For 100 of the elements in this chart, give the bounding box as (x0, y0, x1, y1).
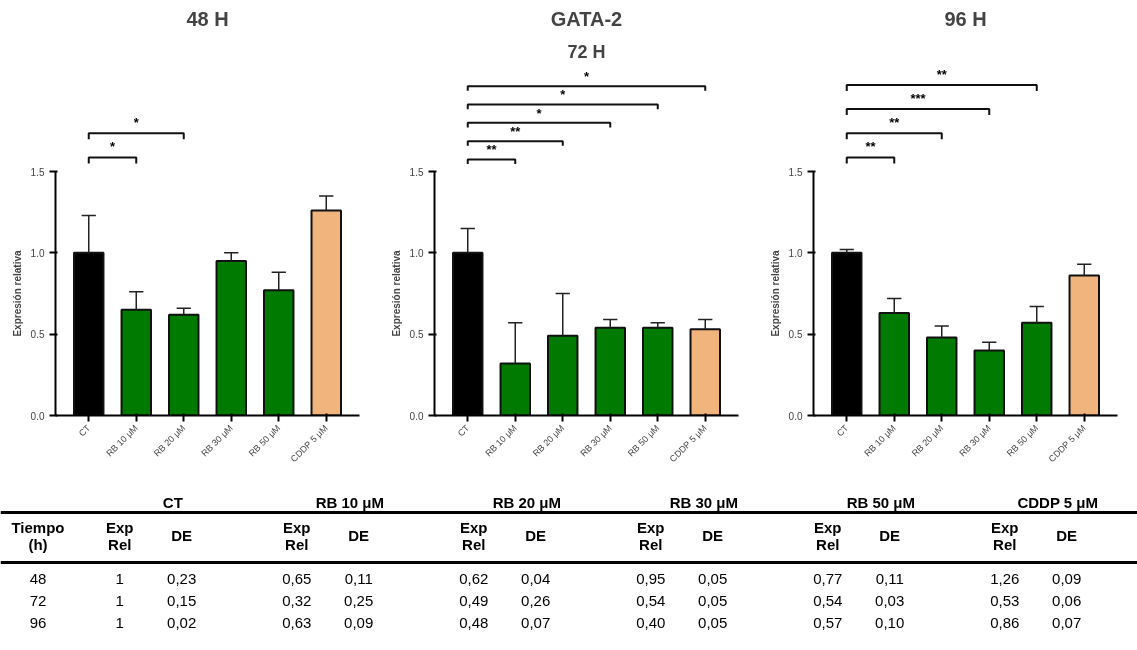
text: 0,06 (1052, 591, 1082, 609)
text: 0,10 (875, 613, 905, 631)
y-tick-label: 0.0 (788, 410, 803, 422)
text: 0,40 (636, 613, 666, 631)
category-label: 72 (29, 591, 47, 609)
x-tick-label: RB 50 μM (246, 422, 283, 459)
category-label: 96 (29, 613, 47, 631)
category-label: RB 10 μM (315, 494, 385, 511)
chart-title: GATA-2 (550, 7, 623, 30)
y-tick-label: 0.5 (409, 329, 424, 341)
x-tick-label: RB 50 μM (1004, 422, 1041, 459)
x-tick-label: RB 30 μM (957, 422, 993, 459)
text: 0,54 (636, 591, 666, 609)
x-tick-label: RB 10 μM (104, 422, 140, 459)
text: Exp Rel (814, 518, 842, 553)
text: 0,11 (875, 569, 904, 587)
text: Exp Rel (991, 518, 1019, 553)
y-tick-label: 1.0 (409, 247, 424, 259)
text: *** (910, 91, 927, 107)
text: 0,65 (282, 569, 312, 587)
y-axis-title: Expresión relativa (11, 249, 23, 337)
x-tick-label: RB 30 μM (578, 422, 614, 459)
category-label: 48 (29, 569, 47, 587)
y-tick-label: 1.5 (409, 166, 424, 178)
x-tick-label: RB 10 μM (483, 422, 519, 459)
text: DE (702, 527, 724, 544)
chart-subtitle: 72 H (567, 41, 606, 62)
chart-title: 48 H (186, 7, 229, 30)
x-tick-label: RB 50 μM (625, 422, 662, 459)
y-tick-label: 0.0 (409, 410, 424, 422)
text: 0,05 (698, 591, 728, 609)
text: 0,62 (459, 569, 489, 587)
text: 0,04 (521, 569, 551, 587)
text: 0,05 (698, 569, 728, 587)
text: 0,09 (1052, 569, 1082, 587)
y-tick-label: 0.5 (788, 329, 803, 341)
text: 0,26 (521, 591, 551, 609)
x-tick-label: RB 20 μM (151, 422, 188, 459)
text: 0,63 (282, 613, 312, 631)
category-label: CDDP 5 μM (1017, 494, 1099, 511)
x-tick-label: CT (76, 422, 93, 439)
text: 1 (115, 591, 124, 609)
y-tick-label: 1.0 (30, 247, 45, 259)
text: 0,95 (636, 569, 666, 587)
text: Tiempo (h) (11, 518, 65, 553)
text: DE (879, 527, 901, 544)
text: Exp Rel (460, 518, 488, 553)
text: 0,86 (990, 613, 1020, 631)
y-axis-title: Expresión relativa (769, 249, 781, 337)
category-label: RB 30 μM (669, 494, 739, 511)
text: Exp Rel (283, 518, 311, 553)
y-tick-label: 1.5 (30, 166, 45, 178)
text: 0,49 (459, 591, 489, 609)
text: 0,03 (875, 591, 905, 609)
text: DE (171, 527, 193, 544)
chart-title: 96 H (944, 7, 987, 30)
text: * (536, 105, 543, 121)
text: 0,09 (344, 613, 374, 631)
text: 0,53 (990, 591, 1020, 609)
text: 0,07 (1052, 613, 1082, 631)
x-tick-label: CT (834, 422, 851, 439)
text: 1,26 (990, 569, 1020, 587)
text: 0,07 (521, 613, 551, 631)
text: ** (486, 142, 498, 158)
text: * (560, 87, 567, 103)
text: 0,77 (813, 569, 843, 587)
text: 0,32 (282, 591, 312, 609)
text: 0,57 (813, 613, 843, 631)
text: 0,25 (344, 591, 374, 609)
text: 1 (115, 569, 124, 587)
y-tick-label: 0.5 (30, 329, 45, 341)
text: 1 (115, 613, 124, 631)
x-tick-label: RB 20 μM (530, 422, 567, 459)
text: 0,11 (344, 569, 373, 587)
category-label: RB 20 μM (492, 494, 562, 511)
text: * (109, 139, 116, 155)
text: 0,23 (167, 569, 197, 587)
x-tick-label: RB 30 μM (199, 422, 235, 459)
text: 0,02 (167, 613, 197, 631)
x-tick-label: RB 20 μM (909, 422, 946, 459)
text: DE (525, 527, 547, 544)
text: * (583, 69, 590, 85)
text: 0,54 (813, 591, 843, 609)
y-tick-label: 1.5 (788, 166, 803, 178)
category-label: CT (162, 494, 183, 511)
text: DE (348, 527, 370, 544)
text: ** (936, 66, 948, 82)
text: 0,48 (459, 613, 489, 631)
text: DE (1056, 527, 1078, 544)
text: Exp Rel (637, 518, 665, 553)
y-tick-label: 0.0 (30, 410, 45, 422)
text: Exp Rel (106, 518, 134, 553)
category-label: RB 50 μM (846, 494, 916, 511)
x-tick-label: RB 10 μM (862, 422, 898, 459)
y-axis-title: Expresión relativa (390, 249, 402, 337)
text: ** (510, 123, 522, 139)
text: ** (889, 115, 901, 131)
text: * (133, 115, 140, 131)
y-tick-label: 1.0 (788, 247, 803, 259)
text: ** (865, 139, 877, 155)
